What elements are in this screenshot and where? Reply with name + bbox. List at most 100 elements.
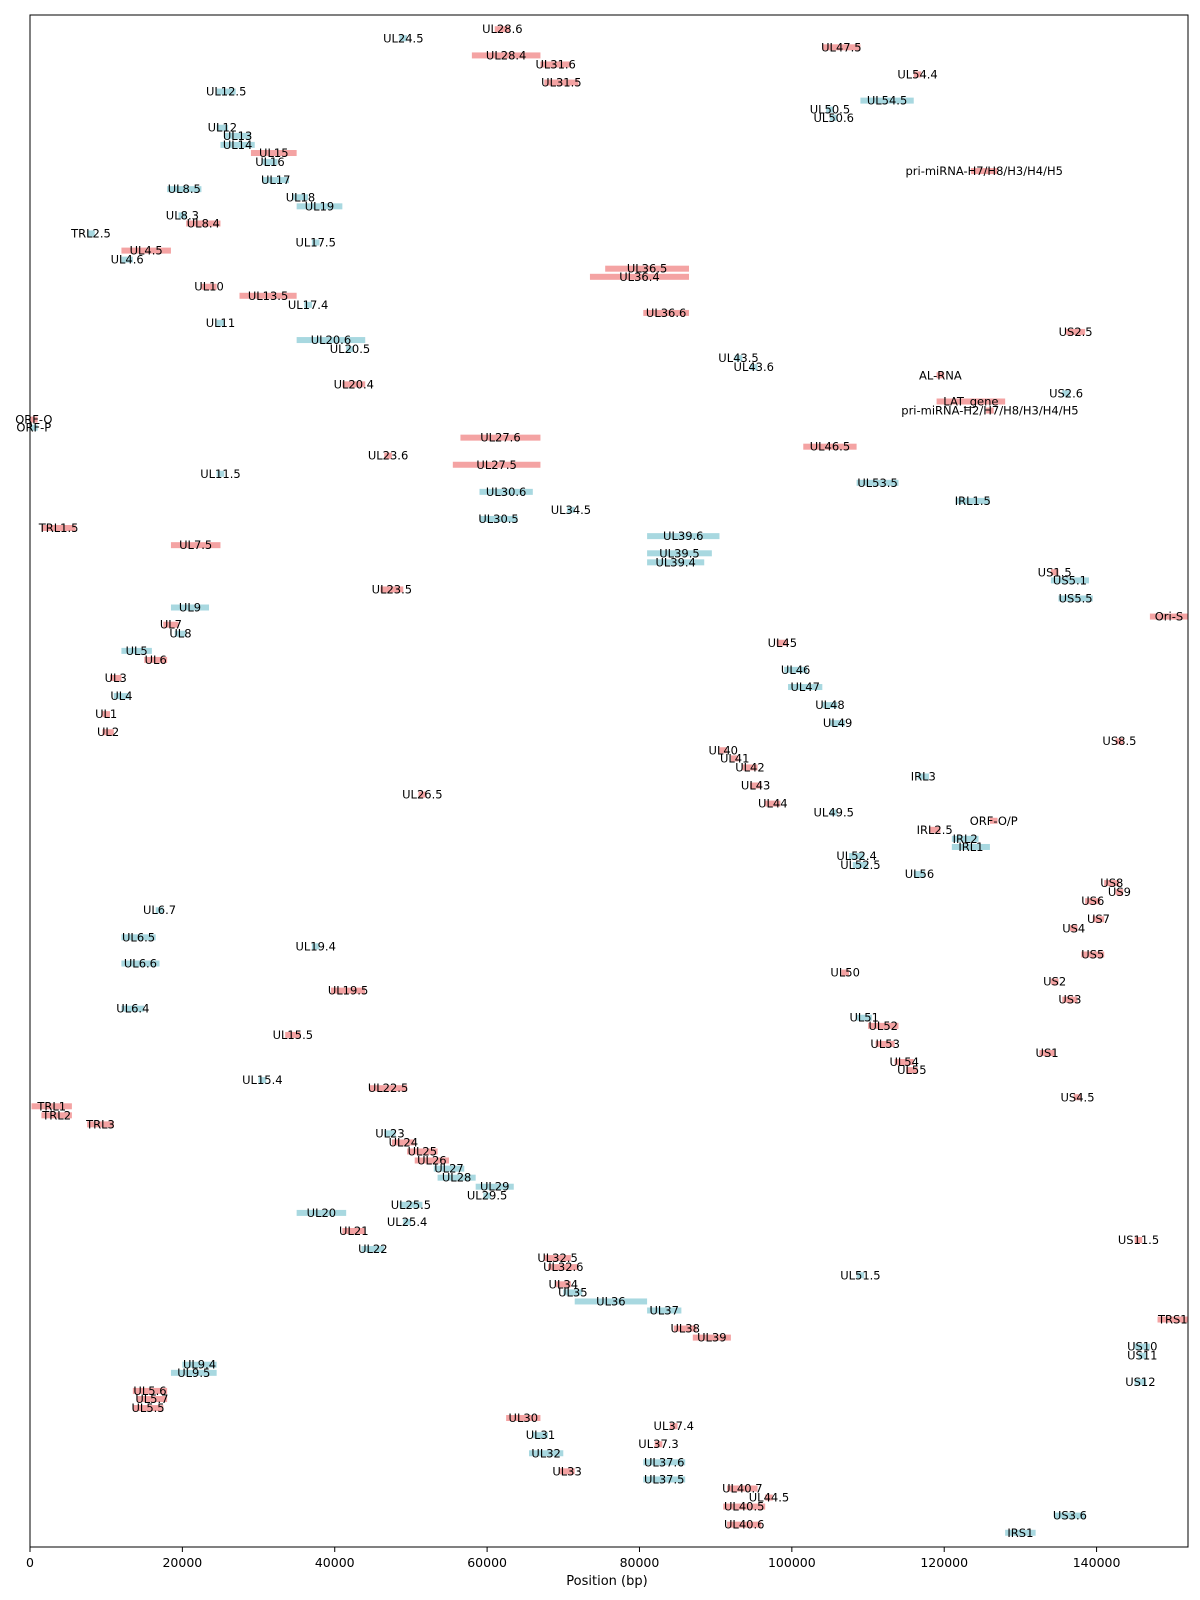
gene-label: UL20 [307, 1206, 336, 1220]
gene-label: UL2 [97, 725, 119, 739]
gene-bar [727, 1521, 762, 1528]
gene-label: UL39 [697, 1331, 726, 1345]
gene-label: UL6 [145, 653, 167, 667]
gene-bar [494, 26, 510, 33]
gene-label: US12 [1125, 1375, 1155, 1389]
gene-bar [399, 1201, 423, 1208]
gene-bar [361, 1246, 385, 1253]
gene-bar [986, 407, 994, 414]
gene-bar [841, 969, 849, 976]
gene-label: UL55 [897, 1063, 926, 1077]
gene-label: UL9.4 [183, 1358, 216, 1372]
gene-label: UL27.5 [476, 458, 516, 472]
gene-bar [917, 773, 929, 780]
gene-label: UL5.7 [135, 1392, 168, 1406]
gene-bar [41, 525, 76, 531]
gene-bar [296, 337, 366, 344]
gene-bar [216, 88, 236, 95]
gene-label: UL52.4 [836, 849, 876, 863]
gene-bar [605, 265, 689, 272]
gene-bar [643, 309, 689, 316]
gene-label: UL29 [480, 1180, 509, 1194]
gene-bar [182, 1361, 217, 1368]
gene-bar [955, 497, 990, 504]
gene-bar [216, 319, 225, 326]
gene-bar [852, 862, 869, 869]
gene-label: UL32.6 [543, 1260, 583, 1274]
gene-bar [1066, 328, 1086, 335]
gene-label: US5 [1081, 947, 1104, 961]
gene-label: UL4.5 [130, 244, 163, 258]
gene-bar [1050, 978, 1059, 985]
gene-bar [765, 800, 781, 807]
gene-bar [970, 168, 998, 175]
gene-bar [1062, 390, 1070, 397]
gene-label: UL48 [815, 698, 844, 712]
gene-bar [342, 1227, 366, 1234]
gene-label: UL7 [160, 618, 182, 632]
gene-label: IRL1.5 [955, 494, 991, 508]
gene-label: US4.5 [1061, 1090, 1095, 1104]
gene-bar [555, 1281, 571, 1288]
gene-bar [1115, 889, 1124, 896]
gene-bar [311, 239, 320, 246]
gene-label: UL10 [194, 280, 223, 294]
gene-bar [868, 1022, 899, 1029]
gene-label: UL6.6 [124, 957, 157, 971]
gene-bar [544, 79, 579, 86]
gene-label: UL19.4 [295, 939, 335, 953]
gene-bar [1134, 1237, 1143, 1244]
gene-label: UL47.5 [821, 40, 861, 54]
gene-bar [144, 656, 168, 663]
gene-bar [829, 720, 846, 727]
gene-bar [647, 550, 712, 557]
gene-label: UL32 [531, 1446, 560, 1460]
gene-label: UL41 [720, 751, 749, 765]
gene-bar [292, 194, 309, 201]
gene-bar [548, 1264, 579, 1271]
gene-label: UL49.5 [814, 806, 854, 820]
gene-label: pri-miRNA-H2/H7/H8/H3/H4/H5 [901, 404, 1078, 418]
gene-label: UL31 [526, 1428, 555, 1442]
gene-bar [167, 186, 202, 193]
gene-bar [776, 639, 789, 646]
gene-label: UL7.5 [179, 538, 212, 552]
gene-label: AL-RNA [919, 368, 962, 382]
gene-bar [529, 1450, 564, 1457]
gene-bar [749, 782, 762, 789]
gene-bar [574, 1298, 648, 1305]
gene-bar [483, 1192, 491, 1199]
gene-bar [250, 150, 297, 157]
gene-bar [418, 791, 427, 798]
gene-bar [296, 203, 343, 210]
gene-bar [296, 1209, 347, 1216]
gene-label: IRL2 [953, 832, 978, 846]
gene-label: UL50.5 [810, 103, 850, 117]
gene-bar [936, 372, 945, 379]
gene-bar [742, 764, 758, 771]
x-tick-label: 120000 [920, 1555, 968, 1570]
gene-bar [479, 488, 533, 495]
gene-label: UL12 [208, 121, 237, 135]
gene-label: UL24 [389, 1135, 418, 1149]
gene-bar [407, 1148, 438, 1155]
gene-bar [563, 1289, 583, 1296]
gene-label: UL46 [781, 663, 810, 677]
gene-bar [1005, 1529, 1036, 1536]
gene-bar [384, 1130, 396, 1137]
gene-bar [330, 987, 366, 994]
gene-bar [285, 1031, 301, 1038]
gene-label: US7 [1087, 912, 1110, 926]
gene-label: UL43.6 [734, 360, 774, 374]
gene-bar [437, 1174, 476, 1181]
gene-label: UL22 [358, 1242, 387, 1256]
gene-bar [87, 1121, 114, 1128]
gene-label: IRL1 [958, 840, 983, 854]
gene-bar [1149, 613, 1188, 620]
gene-bar [643, 1476, 686, 1483]
gene-label: UL34 [549, 1277, 578, 1291]
gene-bar [951, 835, 979, 842]
gene-label: UL34.5 [551, 503, 591, 517]
plot-background [30, 15, 1188, 1547]
